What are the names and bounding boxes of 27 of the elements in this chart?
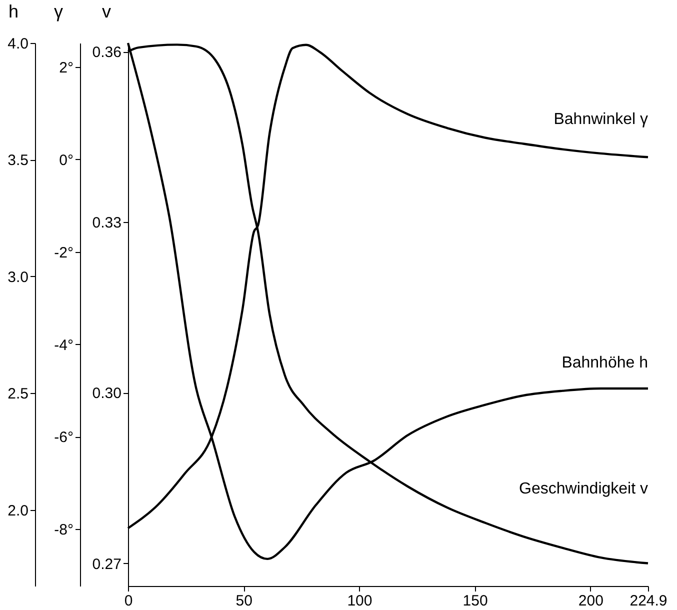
y2-tick-label: 0° — [59, 152, 74, 169]
series-label: Bahnwinkel γ — [554, 111, 648, 128]
y2-tick-label: -4° — [54, 336, 74, 354]
y3-tick-label: 2.0 — [8, 502, 28, 520]
y3-tick-label: 4.0 — [8, 36, 28, 52]
y3-tick-label: 3.5 — [8, 152, 28, 170]
y-tick-label: 0.30 — [92, 385, 122, 402]
y2-tick-label: -6° — [54, 429, 74, 446]
y-tick-label: 0.27 — [92, 556, 122, 573]
y-tick-label: 0.33 — [92, 214, 122, 232]
y2-axis-title: γ — [54, 2, 63, 22]
y2-tick-label: 2° — [59, 60, 74, 77]
y2-tick-label: -2° — [54, 244, 74, 262]
x-tick-label: 224.9 — [630, 592, 668, 610]
text: Geschwindigkeit v — [519, 480, 648, 498]
y3-tick-label: 3.0 — [8, 268, 28, 286]
series-label: Bahnhöhe h — [562, 354, 648, 372]
x-tick-label: 100 — [347, 592, 372, 610]
y3-tick-label: 2.5 — [8, 386, 28, 403]
x-tick-label: 150 — [462, 592, 488, 610]
x-tick-label: 0 — [124, 592, 133, 610]
y-axis-title: v — [102, 2, 111, 22]
x-tick-label: 50 — [236, 592, 252, 610]
y-tick-label: 0.36 — [92, 44, 122, 62]
y3-axis-title: h — [8, 2, 19, 22]
x-tick-label: 200 — [578, 592, 604, 610]
y2-tick-label: -8° — [54, 522, 74, 539]
